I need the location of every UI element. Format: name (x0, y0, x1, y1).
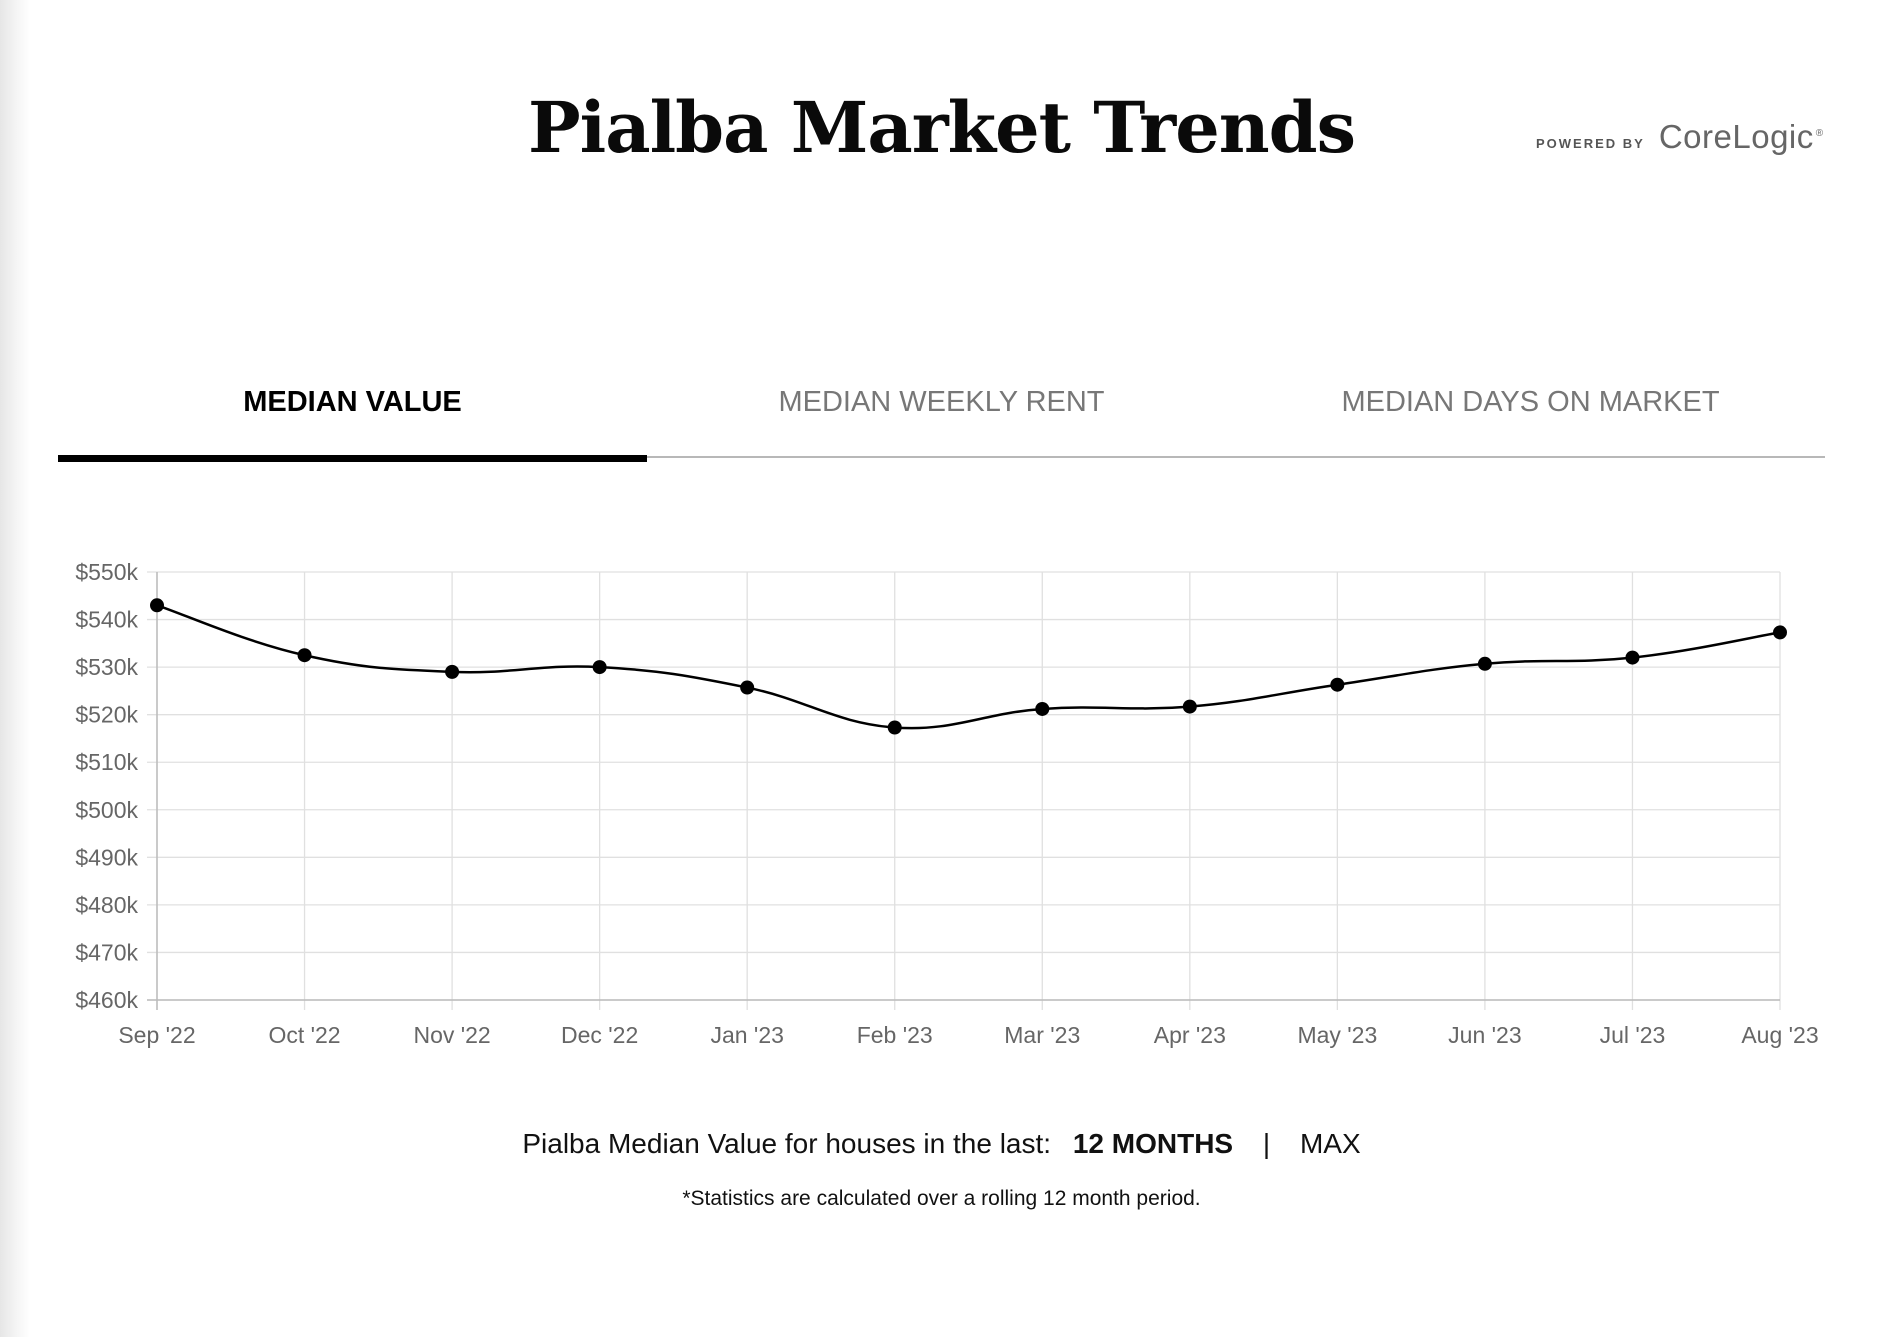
series-line (156, 604, 1781, 730)
x-tick-label: Apr '23 (1154, 1022, 1226, 1048)
data-point (297, 648, 312, 663)
y-tick-label: $530k (75, 654, 138, 680)
y-tick-label: $480k (75, 892, 138, 918)
data-point (1035, 701, 1050, 716)
tab-median-weekly-rent[interactable]: MEDIAN WEEKLY RENT (778, 385, 1105, 418)
y-tick-label: $470k (75, 939, 138, 965)
x-tick-label: Jan '23 (710, 1022, 783, 1048)
data-point (592, 660, 607, 675)
registered-mark: ® (1815, 128, 1824, 139)
x-tick-label: Nov '22 (413, 1022, 490, 1048)
active-tab-indicator (58, 455, 647, 462)
tab-median-value[interactable]: MEDIAN VALUE (243, 385, 462, 418)
x-tick-label: Oct '22 (268, 1022, 340, 1048)
y-tick-label: $520k (75, 702, 138, 728)
tabs-divider (58, 456, 1825, 458)
tab-median-days-on-market[interactable]: MEDIAN DAYS ON MARKET (1341, 385, 1720, 418)
data-point (740, 680, 755, 695)
powered-by-label: POWERED BY (1536, 136, 1645, 151)
powered-by-logo: POWERED BY CoreLogic ® (1536, 118, 1824, 156)
data-points (150, 598, 1787, 735)
x-tick-label: Jun '23 (1448, 1022, 1521, 1048)
period-max[interactable]: MAX (1299, 1128, 1361, 1159)
median-value-chart: $550k $540k $530k $520k $510k $500k $490k $480k… (75, 559, 1818, 1048)
chart-grid (147, 571, 1781, 1010)
x-tick-label: May '23 (1297, 1022, 1377, 1048)
left-edge-shadow (0, 0, 30, 1337)
x-axis-ticks: Sep '22 Oct '22 Nov '22 Dec '22 Jan '23 Feb '… (118, 1022, 1818, 1048)
data-point (1330, 677, 1345, 692)
x-tick-label: Aug '23 (1741, 1022, 1818, 1048)
y-tick-label: $500k (75, 797, 138, 823)
x-tick-label: Mar '23 (1004, 1022, 1080, 1048)
y-tick-label: $510k (75, 749, 138, 775)
period-separator: | (1262, 1128, 1271, 1159)
statistics-note: *Statistics are calculated over a rollin… (682, 1187, 1201, 1210)
y-tick-label: $490k (75, 844, 138, 870)
data-point (150, 598, 164, 613)
x-tick-label: Dec '22 (561, 1022, 638, 1048)
data-point (445, 664, 460, 679)
data-point (1625, 650, 1640, 665)
page-title: Pialba Market Trends (528, 86, 1356, 169)
data-point (1182, 699, 1197, 714)
data-point (1477, 656, 1492, 671)
data-point (1773, 625, 1787, 640)
caption-text: Pialba Median Value for houses in the la… (522, 1128, 1052, 1159)
y-tick-label: $550k (75, 559, 138, 585)
x-tick-label: Feb '23 (857, 1022, 933, 1048)
corelogic-logo: CoreLogic ® (1659, 118, 1824, 156)
period-selector: Pialba Median Value for houses in the la… (0, 1128, 1883, 1160)
brand-name: CoreLogic (1658, 118, 1814, 155)
period-12-months[interactable]: 12 MONTHS (1072, 1128, 1234, 1159)
x-tick-label: Sep '22 (118, 1022, 195, 1048)
data-point (887, 720, 902, 735)
x-tick-label: Jul '23 (1600, 1022, 1666, 1048)
y-tick-label: $540k (75, 607, 138, 633)
metric-tabs: MEDIAN VALUE MEDIAN WEEKLY RENT MEDIAN D… (58, 370, 1825, 462)
y-tick-label: $460k (75, 987, 138, 1013)
y-axis-ticks: $550k $540k $530k $520k $510k $500k $490k $480k… (75, 559, 138, 1013)
